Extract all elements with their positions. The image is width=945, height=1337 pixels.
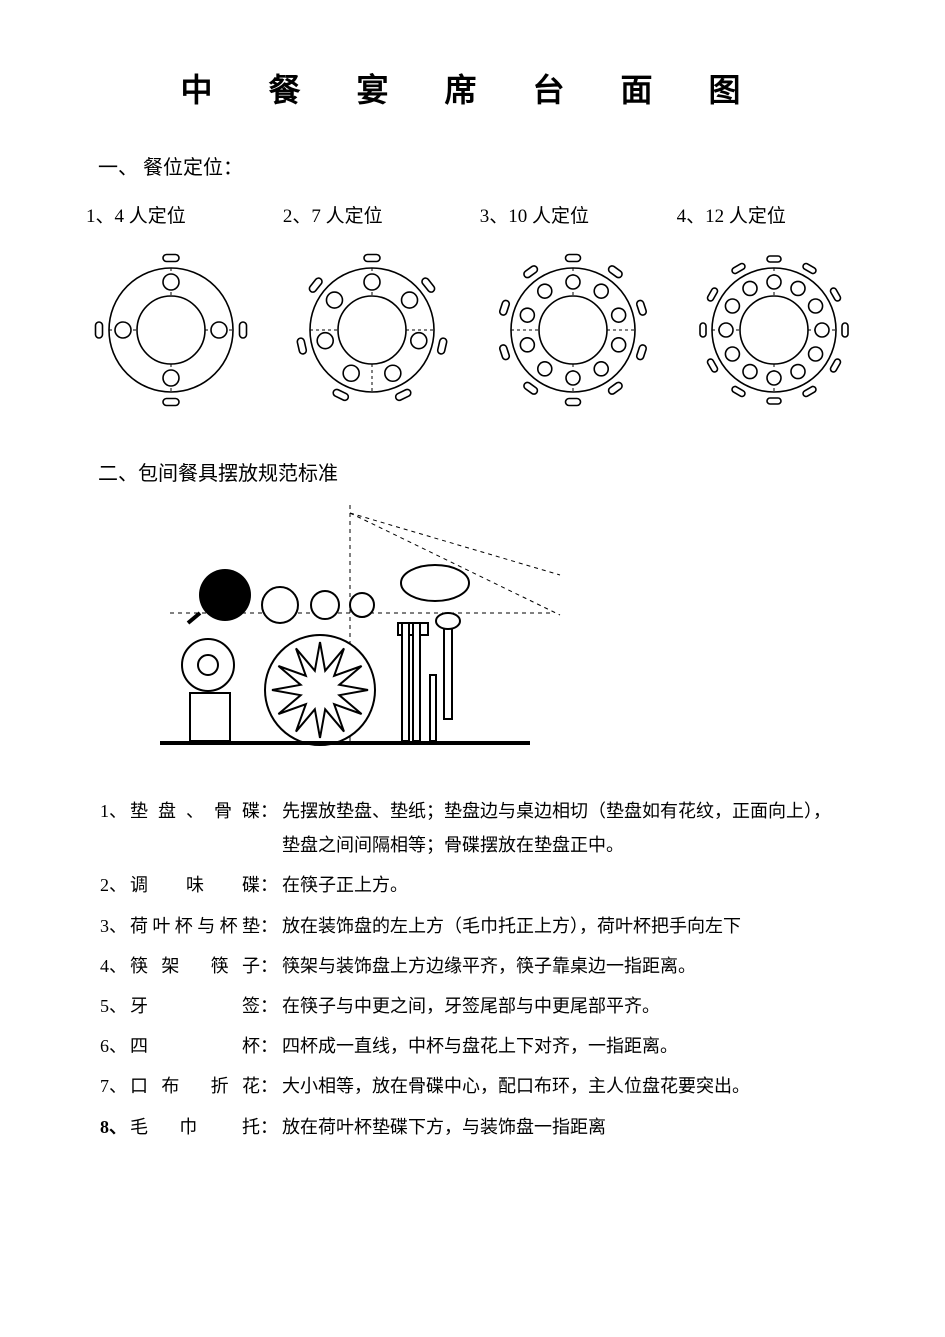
- rule-row: 4、 筷架 筷子 ： 筷架与装饰盘上方边缘平齐，筷子靠桌边一指距离。: [100, 949, 845, 983]
- rule-num: 2、: [100, 868, 130, 902]
- rule-colon: ：: [260, 989, 282, 1023]
- rule-text: 放在荷叶杯垫碟下方，与装饰盘一指距离: [282, 1110, 845, 1144]
- rule-text: 先摆放垫盘、垫纸；垫盘边与桌边相切（垫盘如有花纹，正面向上），垫盘之间间隔相等；…: [282, 794, 845, 862]
- rule-label: 四 杯: [130, 1029, 260, 1063]
- table-diagrams-row: [76, 245, 869, 415]
- rule-row: 8、 毛 巾 托 ： 放在荷叶杯垫碟下方，与装饰盘一指距离: [100, 1110, 845, 1144]
- placement-diagram-wrap: [130, 505, 875, 776]
- rule-label: 牙 签: [130, 989, 260, 1023]
- section-1-heading: 一、 餐位定位：: [98, 149, 875, 187]
- rule-label: 荷叶杯与杯垫: [130, 909, 260, 943]
- placement-diagram: [130, 505, 570, 765]
- rule-colon: ：: [260, 909, 282, 943]
- rule-num: 3、: [100, 909, 130, 943]
- rule-colon: ：: [260, 868, 282, 902]
- rule-label: 口布 折花: [130, 1069, 260, 1103]
- rule-text: 四杯成一直线，中杯与盘花上下对齐，一指距离。: [282, 1029, 845, 1063]
- seat-labels-row: 1、4 人定位 2、7 人定位 3、10 人定位 4、12 人定位: [80, 199, 865, 235]
- table-diagram-12: [679, 245, 869, 415]
- rule-label: 筷架 筷子: [130, 949, 260, 983]
- rule-num: 1、: [100, 794, 130, 862]
- table-diagram-4: [76, 245, 266, 415]
- rule-num: 6、: [100, 1029, 130, 1063]
- rule-num: 5、: [100, 989, 130, 1023]
- rule-row: 1、 垫盘、骨碟 ： 先摆放垫盘、垫纸；垫盘边与桌边相切（垫盘如有花纹，正面向上…: [100, 794, 845, 862]
- section-2-heading: 二、包间餐具摆放规范标准: [98, 455, 875, 493]
- rule-colon: ：: [260, 1110, 282, 1144]
- rule-row: 5、 牙 签 ： 在筷子与中更之间，牙签尾部与中更尾部平齐。: [100, 989, 845, 1023]
- rule-label: 垫盘、骨碟: [130, 794, 260, 862]
- table-diagram-7: [277, 245, 467, 415]
- rule-text: 筷架与装饰盘上方边缘平齐，筷子靠桌边一指距离。: [282, 949, 845, 983]
- rule-colon: ：: [260, 949, 282, 983]
- rule-text: 大小相等，放在骨碟中心，配口布环，主人位盘花要突出。: [282, 1069, 845, 1103]
- rule-colon: ：: [260, 794, 282, 862]
- rule-row: 3、 荷叶杯与杯垫 ： 放在装饰盘的左上方（毛巾托正上方），荷叶杯把手向左下: [100, 909, 845, 943]
- rule-num: 4、: [100, 949, 130, 983]
- table-svg-7: [287, 245, 457, 415]
- table-svg-12: [689, 245, 859, 415]
- rule-num: 7、: [100, 1069, 130, 1103]
- rule-label: 毛 巾 托: [130, 1110, 260, 1144]
- rule-row: 6、 四 杯 ： 四杯成一直线，中杯与盘花上下对齐，一指距离。: [100, 1029, 845, 1063]
- rule-text: 放在装饰盘的左上方（毛巾托正上方），荷叶杯把手向左下: [282, 909, 845, 943]
- rule-label: 调 味 碟: [130, 868, 260, 902]
- seat-label-7: 2、7 人定位: [277, 199, 471, 235]
- seat-label-4: 1、4 人定位: [80, 199, 274, 235]
- page-title: 中 餐 宴 席 台 面 图: [70, 60, 875, 121]
- rule-text: 在筷子与中更之间，牙签尾部与中更尾部平齐。: [282, 989, 845, 1023]
- rule-colon: ：: [260, 1029, 282, 1063]
- rule-num: 8、: [100, 1110, 130, 1144]
- seat-label-10: 3、10 人定位: [474, 199, 668, 235]
- seat-label-12: 4、12 人定位: [671, 199, 865, 235]
- rule-row: 2、 调 味 碟 ： 在筷子正上方。: [100, 868, 845, 902]
- table-svg-10: [488, 245, 658, 415]
- rule-text: 在筷子正上方。: [282, 868, 845, 902]
- rule-row: 7、 口布 折花 ： 大小相等，放在骨碟中心，配口布环，主人位盘花要突出。: [100, 1069, 845, 1103]
- table-diagram-10: [478, 245, 668, 415]
- rule-colon: ：: [260, 1069, 282, 1103]
- rules-list: 1、 垫盘、骨碟 ： 先摆放垫盘、垫纸；垫盘边与桌边相切（垫盘如有花纹，正面向上…: [100, 794, 845, 1144]
- table-svg-4: [86, 245, 256, 415]
